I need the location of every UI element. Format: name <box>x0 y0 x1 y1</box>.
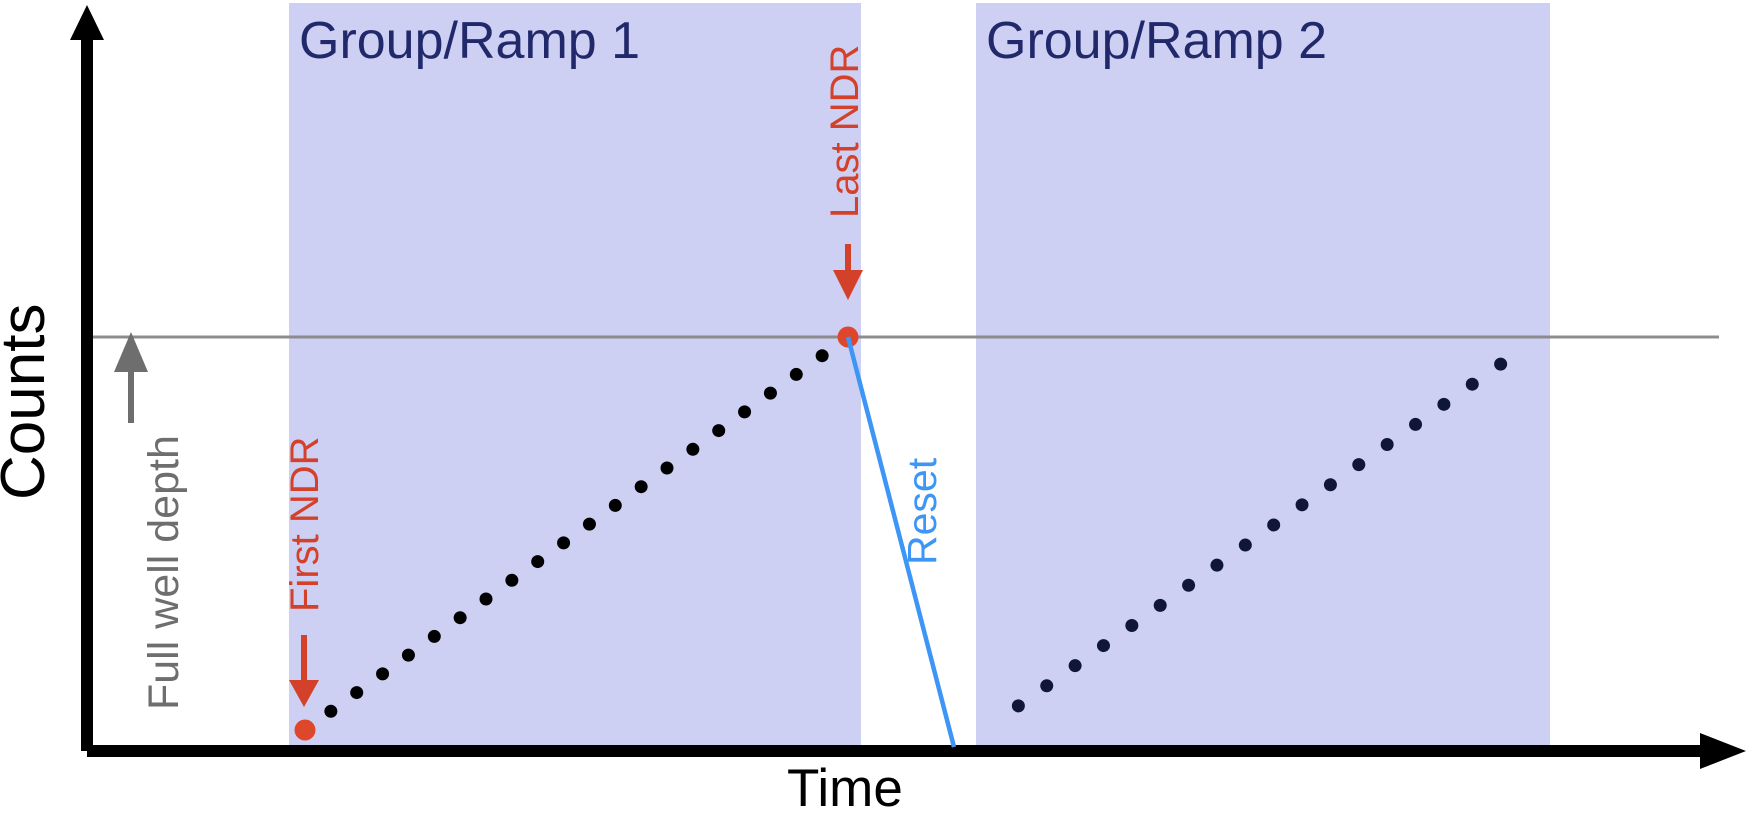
svg-text:Reset: Reset <box>899 457 945 565</box>
svg-text:Time: Time <box>787 759 903 818</box>
svg-text:First NDR: First NDR <box>283 436 327 612</box>
svg-text:Full well depth: Full well depth <box>140 435 188 710</box>
svg-text:Group/Ramp 1: Group/Ramp 1 <box>299 12 640 70</box>
svg-text:Group/Ramp 2: Group/Ramp 2 <box>986 12 1327 70</box>
svg-text:Last NDR: Last NDR <box>823 45 867 218</box>
svg-text:Counts: Counts <box>0 304 58 500</box>
